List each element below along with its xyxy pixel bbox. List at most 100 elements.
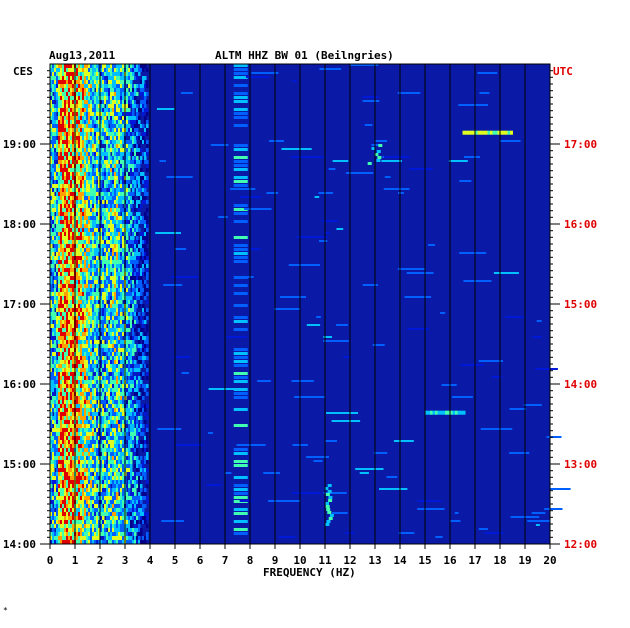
heatmap-cell [94, 176, 97, 180]
heatmap-cell [134, 420, 137, 424]
heatmap-cell [138, 500, 141, 504]
heatmap-cell [68, 404, 71, 408]
heatmap-cell [114, 400, 117, 404]
heatmap-cell [112, 356, 115, 360]
heatmap-cell [102, 452, 105, 456]
heatmap-cell [106, 200, 109, 204]
heatmap-cell [56, 460, 59, 464]
heatmap-cell [126, 272, 129, 276]
heatmap-cell [126, 140, 129, 144]
heatmap-cell [90, 168, 93, 172]
heatmap-cell [66, 484, 69, 488]
heatmap-cell [96, 488, 99, 492]
heatmap-cell [84, 88, 87, 92]
heatmap-cell [56, 248, 59, 252]
heatmap-cell [142, 256, 145, 260]
heatmap-cell [118, 444, 121, 448]
heatmap-cell [102, 456, 105, 460]
heatmap-cell [100, 176, 103, 180]
heatmap-cell [112, 128, 115, 132]
heatmap-cell [72, 132, 75, 136]
heatmap-cell [134, 96, 137, 100]
heatmap-cell [90, 500, 93, 504]
heatmap-cell [52, 144, 55, 148]
heatmap-cell [112, 332, 115, 336]
heatmap-cell [82, 460, 85, 464]
heatmap-cell [62, 284, 65, 288]
heatmap-cell [114, 488, 117, 492]
heatmap-cell [120, 392, 123, 396]
heatmap-cell [100, 108, 103, 112]
heatmap-cell [52, 492, 55, 496]
heatmap-cell [50, 360, 53, 364]
heatmap-cell [56, 340, 59, 344]
heatmap-cell [106, 180, 109, 184]
heatmap-cell [88, 300, 91, 304]
heatmap-cell [102, 284, 105, 288]
heatmap-cell [66, 472, 69, 476]
heatmap-cell [82, 364, 85, 368]
heatmap-cell [66, 468, 69, 472]
heatmap-cell [72, 192, 75, 196]
heatmap-cell [114, 104, 117, 108]
heatmap-cell [122, 248, 125, 252]
heatmap-cell [76, 392, 79, 396]
heatmap-cell [70, 452, 73, 456]
heatmap-cell [112, 132, 115, 136]
heatmap-cell [116, 144, 119, 148]
heatmap-cell [136, 280, 139, 284]
heatmap-cell [134, 76, 137, 80]
heatmap-cell [134, 248, 137, 252]
heatmap-cell [72, 100, 75, 104]
heatmap-cell [60, 96, 63, 100]
heatmap-cell [108, 384, 111, 388]
heatmap-cell [102, 192, 105, 196]
heatmap-cell [120, 184, 123, 188]
heatmap-cell [92, 480, 95, 484]
heatmap-cell [102, 232, 105, 236]
heatmap-cell [110, 444, 113, 448]
heatmap-cell [82, 272, 85, 276]
heatmap-cell [102, 372, 105, 376]
heatmap-cell [88, 80, 91, 84]
heatmap-cell [142, 472, 145, 476]
heatmap-cell [142, 448, 145, 452]
heatmap-cell [78, 64, 81, 68]
heatmap-cell [88, 496, 91, 500]
heatmap-cell [130, 452, 133, 456]
heatmap-cell [116, 280, 119, 284]
heatmap-cell [140, 140, 143, 144]
heatmap-cell [78, 140, 81, 144]
heatmap-cell [120, 180, 123, 184]
heatmap-cell [62, 120, 65, 124]
heatmap-cell [60, 348, 63, 352]
heatmap-cell [104, 272, 107, 276]
heatmap-cell [88, 456, 91, 460]
heatmap-cell [128, 368, 131, 372]
heatmap-cell [116, 296, 119, 300]
heatmap-cell [138, 292, 141, 296]
heatmap-cell [140, 328, 143, 332]
heatmap-cell [94, 132, 97, 136]
heatmap-cell [72, 176, 75, 180]
heatmap-cell [50, 308, 53, 312]
heatmap-cell [130, 144, 133, 148]
heatmap-cell [58, 348, 61, 352]
heatmap-cell [112, 140, 115, 144]
heatmap-cell [112, 344, 115, 348]
heatmap-cell [66, 188, 69, 192]
heatmap-cell [70, 292, 73, 296]
heatmap-cell [130, 68, 133, 72]
heatmap-cell [90, 160, 93, 164]
heatmap-cell [88, 372, 91, 376]
heatmap-cell [56, 388, 59, 392]
heatmap-cell [76, 360, 79, 364]
heatmap-cell [72, 468, 75, 472]
heatmap-cell [62, 404, 65, 408]
heatmap-cell [118, 336, 121, 340]
heatmap-cell [104, 192, 107, 196]
heatmap-cell [116, 340, 119, 344]
heatmap-cell [104, 232, 107, 236]
heatmap-cell [68, 128, 71, 132]
heatmap-cell [100, 336, 103, 340]
